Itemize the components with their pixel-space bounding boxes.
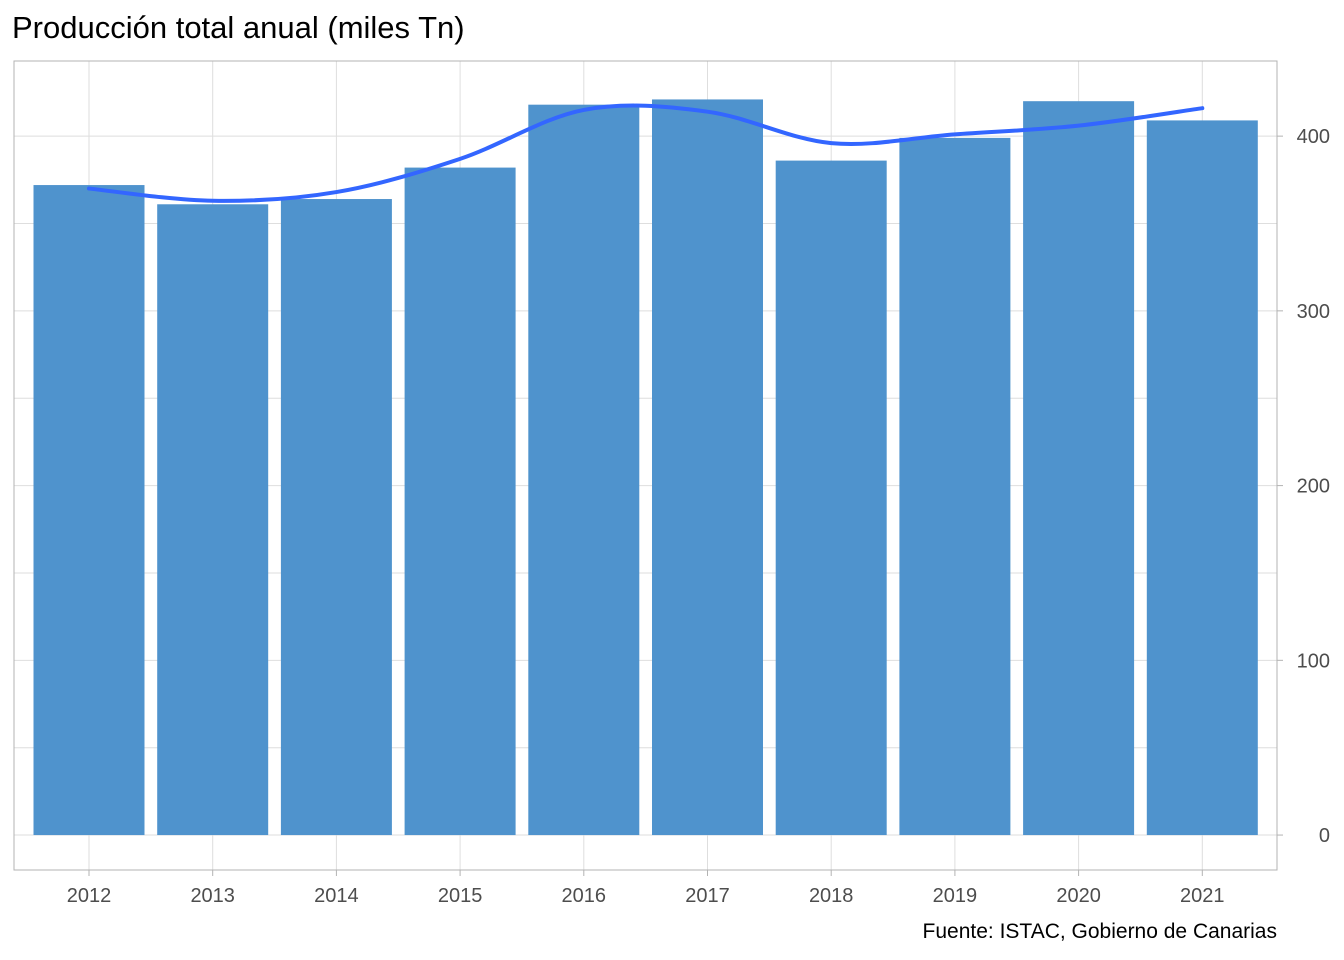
chart-title: Producción total anual (miles Tn): [12, 10, 465, 45]
x-tick-label: 2019: [933, 885, 978, 907]
x-tick-label: 2018: [809, 885, 854, 907]
y-tick-label: 100: [1297, 650, 1330, 672]
x-tick-label: 2016: [562, 885, 607, 907]
x-tick-label: 2015: [438, 885, 483, 907]
y-tick-label: 200: [1297, 476, 1330, 498]
bar-2014: [280, 199, 392, 836]
x-tick-label: 2013: [190, 885, 235, 907]
axes: 2012 2013 2014 2015 2016 2017 2018 2019 2020 2021…: [67, 126, 1330, 907]
bar-2019: [899, 137, 1011, 836]
y-tick-label: 0: [1319, 825, 1330, 847]
bar-2018: [775, 160, 887, 836]
x-tick-label: 2014: [314, 885, 359, 907]
bar-2017: [652, 99, 763, 836]
bar-2015: [404, 167, 516, 836]
bar-2020: [1023, 101, 1135, 836]
trend-line-group: [87, 103, 1205, 203]
x-tick-label: 2017: [685, 885, 730, 907]
x-tick-label: 2020: [1056, 885, 1101, 907]
trend-line: [87, 103, 1205, 203]
bar-2016: [528, 104, 640, 836]
x-tick-label: 2012: [67, 885, 112, 907]
source-caption: Fuente: ISTAC, Gobierno de Canarias: [922, 920, 1277, 943]
x-tick-label: 2021: [1180, 885, 1225, 907]
y-tick-label: 300: [1297, 301, 1330, 323]
panel-border: [13, 60, 1278, 871]
y-tick-label: 400: [1297, 126, 1330, 148]
bar-2013: [157, 204, 269, 836]
bar-2012: [33, 185, 145, 836]
bars: [33, 99, 1258, 836]
bar-2021: [1146, 120, 1258, 836]
